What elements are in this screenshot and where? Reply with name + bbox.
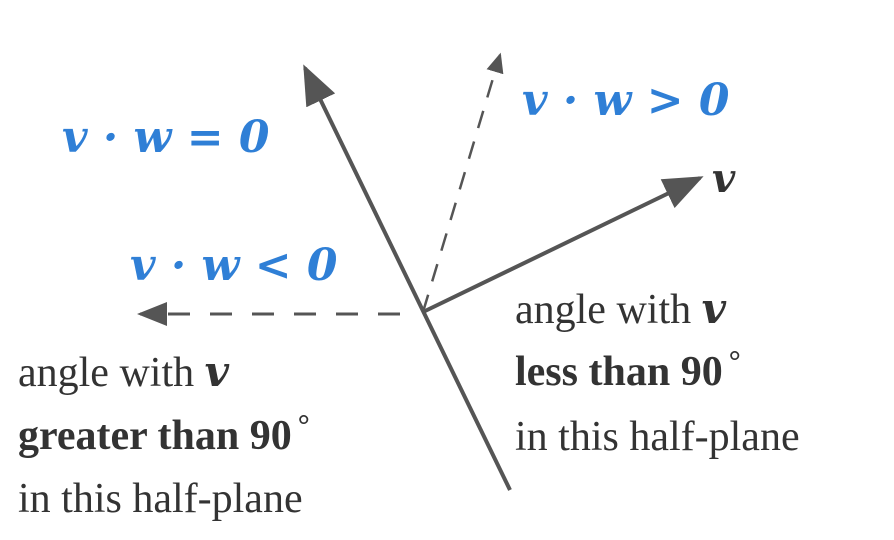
right-caption-line3: in this half-plane — [515, 414, 800, 460]
left-caption-angle-text: angle with — [18, 350, 205, 396]
dot-positive-label: v · w > 0 — [522, 75, 730, 126]
left-caption-greater-than: greater than 90 — [18, 413, 292, 459]
perpendicular-line — [303, 64, 512, 491]
positive-dot-dashed-arrow — [421, 52, 504, 313]
left-caption-var: v — [205, 347, 230, 396]
dot-negative-label: v · w < 0 — [130, 240, 338, 291]
vector-v-arrow — [422, 176, 704, 314]
right-caption-degree: ° — [729, 345, 741, 378]
right-caption-line2: less than 90 ° — [515, 345, 741, 395]
right-caption-less-than: less than 90 — [515, 349, 723, 395]
vector-v-label: v — [712, 155, 736, 202]
right-caption-var: v — [702, 284, 727, 333]
left-caption-line1: angle with v — [18, 347, 230, 396]
left-caption-line3: in this half-plane — [18, 476, 303, 522]
right-caption-line1: angle with v — [515, 284, 727, 333]
right-caption-angle-text: angle with — [515, 287, 702, 333]
left-caption-degree: ° — [298, 409, 310, 442]
dot-zero-label: v · w = 0 — [62, 112, 270, 163]
left-caption-line2: greater than 90 ° — [18, 409, 310, 459]
